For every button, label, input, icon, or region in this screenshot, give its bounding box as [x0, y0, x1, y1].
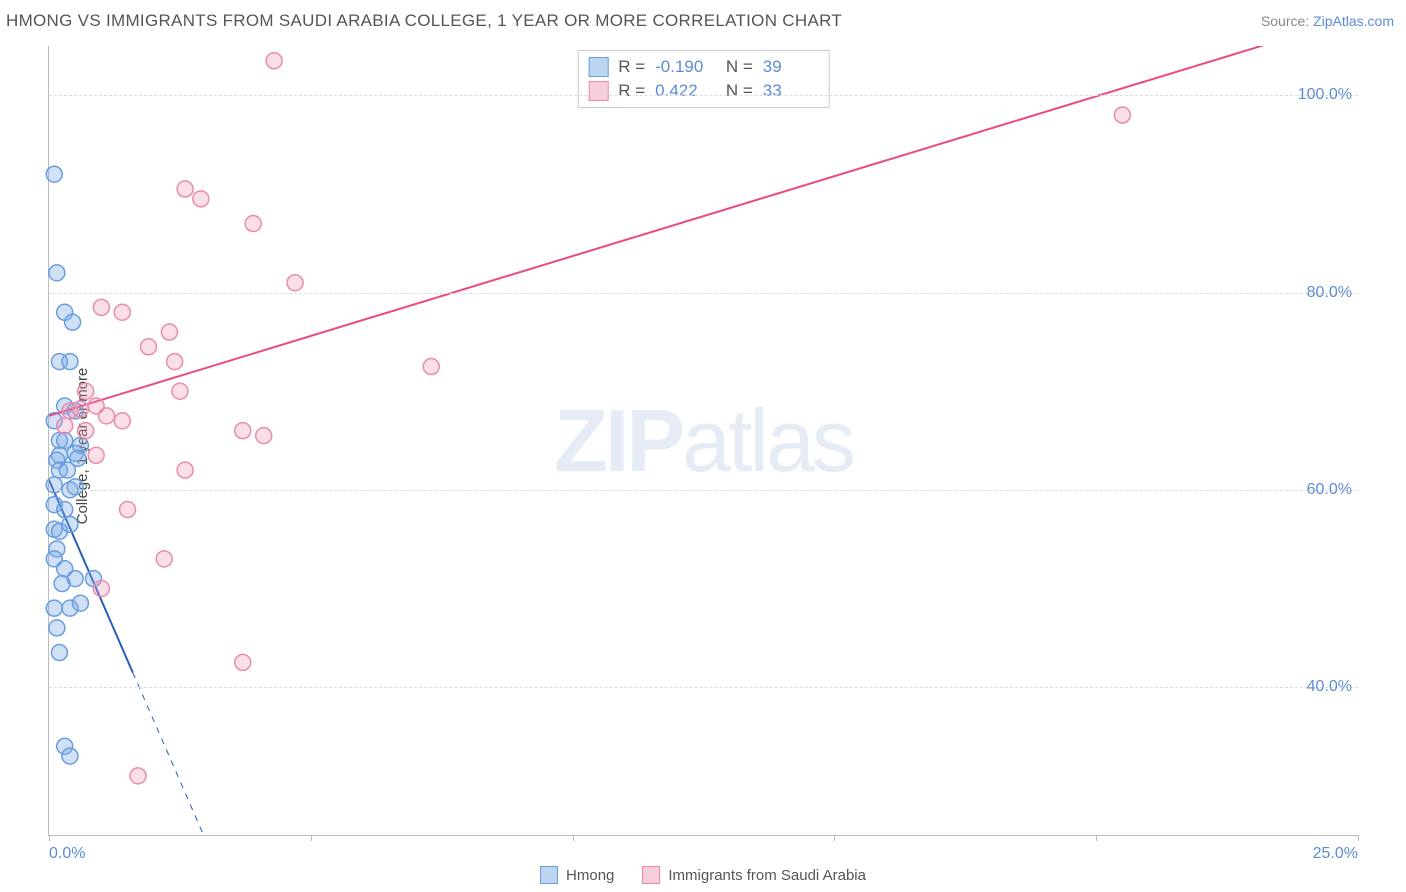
data-point [51, 645, 67, 661]
legend-row-hmong: R = -0.190 N = 39 [588, 55, 819, 79]
legend-n-label: N = [721, 81, 753, 101]
data-point [46, 600, 62, 616]
plot-area: ZIPatlas R = -0.190 N = 39 R = 0.422 N =… [48, 46, 1358, 836]
data-point [57, 502, 73, 518]
data-point [49, 620, 65, 636]
data-point [46, 166, 62, 182]
data-point [235, 654, 251, 670]
y-tick-label: 40.0% [1307, 678, 1352, 696]
data-point [156, 551, 172, 567]
data-point [67, 571, 83, 587]
data-point [72, 595, 88, 611]
legend-n-value-hmong: 39 [763, 57, 819, 77]
legend-swatch-saudi [588, 81, 608, 101]
data-point [99, 408, 115, 424]
x-tick-mark [49, 835, 50, 841]
data-point [256, 428, 272, 444]
source-label: Source: [1261, 13, 1309, 29]
data-point [57, 418, 73, 434]
source-link[interactable]: ZipAtlas.com [1313, 13, 1394, 29]
legend-item-saudi: Immigrants from Saudi Arabia [642, 866, 866, 884]
legend-r-label: R = [618, 57, 645, 77]
x-tick-mark [311, 835, 312, 841]
legend-row-saudi: R = 0.422 N = 33 [588, 79, 819, 103]
data-point [78, 383, 94, 399]
legend-label-saudi: Immigrants from Saudi Arabia [668, 867, 866, 884]
legend-item-hmong: Hmong [540, 866, 614, 884]
x-tick-mark [573, 835, 574, 841]
data-point [193, 191, 209, 207]
data-point [167, 354, 183, 370]
chart-header: HMONG VS IMMIGRANTS FROM SAUDI ARABIA CO… [0, 0, 1406, 42]
correlation-legend: R = -0.190 N = 39 R = 0.422 N = 33 [577, 50, 830, 108]
legend-swatch-icon [540, 866, 558, 884]
data-point [49, 265, 65, 281]
gridline [49, 490, 1358, 491]
data-point [235, 423, 251, 439]
x-tick-label: 25.0% [1313, 845, 1358, 863]
legend-swatch-hmong [588, 57, 608, 77]
data-point [266, 53, 282, 69]
y-tick-label: 60.0% [1307, 481, 1352, 499]
data-point [161, 324, 177, 340]
regression-line-dashed [133, 672, 311, 892]
x-tick-label: 0.0% [49, 845, 85, 863]
legend-n-label: N = [721, 57, 753, 77]
x-tick-mark [1358, 835, 1359, 841]
data-point [120, 502, 136, 518]
data-point [67, 479, 83, 495]
data-point [78, 423, 94, 439]
source-attribution: Source: ZipAtlas.com [1261, 13, 1394, 29]
data-point [88, 447, 104, 463]
gridline [49, 293, 1358, 294]
data-point [245, 216, 261, 232]
data-point [114, 304, 130, 320]
x-tick-mark [1096, 835, 1097, 841]
data-point [65, 314, 81, 330]
data-point [1114, 107, 1130, 123]
y-tick-label: 80.0% [1307, 284, 1352, 302]
y-tick-label: 100.0% [1298, 86, 1352, 104]
data-point [423, 359, 439, 375]
legend-swatch-icon [642, 866, 660, 884]
data-point [70, 450, 86, 466]
plot-svg [49, 46, 1358, 835]
data-point [62, 354, 78, 370]
data-point [177, 181, 193, 197]
legend-r-value-hmong: -0.190 [655, 57, 711, 77]
data-point [62, 516, 78, 532]
data-point [177, 462, 193, 478]
data-point [62, 748, 78, 764]
legend-r-label: R = [618, 81, 645, 101]
data-point [130, 768, 146, 784]
data-point [140, 339, 156, 355]
data-point [93, 580, 109, 596]
gridline [49, 687, 1358, 688]
data-point [172, 383, 188, 399]
x-tick-mark [834, 835, 835, 841]
series-legend: Hmong Immigrants from Saudi Arabia [540, 866, 866, 884]
data-point [72, 401, 88, 417]
data-point [114, 413, 130, 429]
legend-n-value-saudi: 33 [763, 81, 819, 101]
data-point [93, 299, 109, 315]
legend-r-value-saudi: 0.422 [655, 81, 711, 101]
data-point [287, 275, 303, 291]
chart-title: HMONG VS IMMIGRANTS FROM SAUDI ARABIA CO… [6, 11, 842, 31]
gridline [49, 95, 1358, 96]
legend-label-hmong: Hmong [566, 867, 614, 884]
